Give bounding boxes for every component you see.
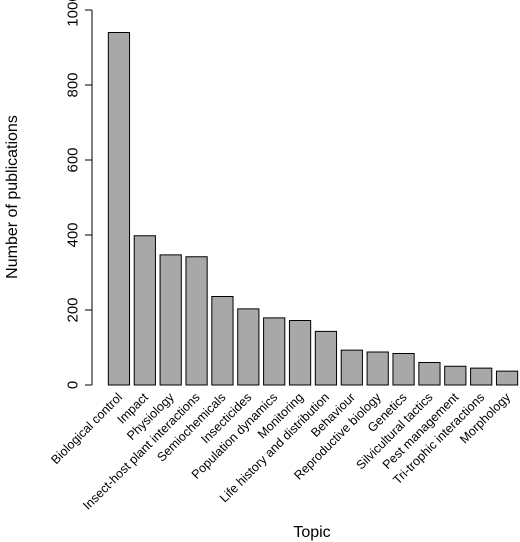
y-tick-label: 200 xyxy=(65,297,82,322)
bar xyxy=(133,235,156,386)
bar xyxy=(340,349,363,386)
y-tick-label: 1000 xyxy=(65,0,82,27)
bar xyxy=(418,362,441,386)
bar xyxy=(444,365,467,386)
bar xyxy=(237,308,260,386)
bar xyxy=(288,320,312,386)
y-axis-title: Number of publications xyxy=(4,115,21,279)
y-tick-label: 800 xyxy=(65,72,82,97)
bar xyxy=(107,32,131,386)
x-tick-labels: Biological controlImpactPhysiologyInsect… xyxy=(48,390,513,513)
bar xyxy=(185,256,208,386)
bar xyxy=(495,370,519,386)
bar xyxy=(392,353,415,386)
bar xyxy=(263,317,286,386)
x-tick-label: Biological control xyxy=(48,390,125,467)
bar xyxy=(366,351,389,386)
y-axis: 0 200 400 600 800 1000 xyxy=(65,0,93,389)
bar xyxy=(211,296,234,386)
x-axis-title: Topic xyxy=(293,524,330,541)
bar xyxy=(470,367,493,386)
bars xyxy=(107,32,519,386)
y-tick-label: 400 xyxy=(65,222,82,247)
y-tick-label: 0 xyxy=(65,381,82,389)
y-tick-label: 600 xyxy=(65,147,82,172)
bar xyxy=(159,254,182,386)
bar xyxy=(314,330,338,386)
